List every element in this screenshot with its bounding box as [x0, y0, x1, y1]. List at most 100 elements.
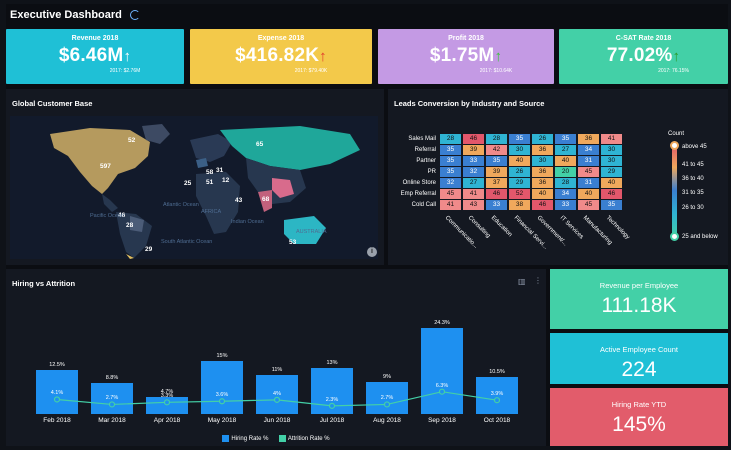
map-value-label[interactable]: 65 [256, 141, 264, 148]
map-value-label[interactable]: 31 [216, 167, 224, 174]
attrition-point[interactable] [328, 402, 336, 409]
attrition-point[interactable] [53, 396, 61, 403]
heatmap-cell[interactable]: 41 [440, 200, 461, 210]
hiring-bar[interactable] [201, 360, 243, 414]
map-value-label[interactable]: 43 [235, 197, 243, 204]
heatmap-cell[interactable]: 35 [555, 134, 576, 144]
hiring-bar[interactable] [366, 382, 408, 414]
heatmap-cell[interactable]: 27 [463, 178, 484, 188]
heatmap-cell[interactable]: 28 [486, 134, 507, 144]
legend-handle-top[interactable] [670, 141, 679, 150]
world-map[interactable]: 52 597 65 58 31 51 25 12 68 43 46 28 53 29 Pacific Oce… [10, 116, 378, 259]
attrition-point[interactable] [108, 401, 116, 408]
map-value-label[interactable]: 68 [262, 196, 270, 203]
heatmap-cell[interactable]: 38 [509, 200, 530, 210]
heatmap-cell[interactable]: 46 [486, 189, 507, 199]
heatmap-cell[interactable]: 20 [555, 167, 576, 177]
heatmap-cell[interactable]: 36 [532, 145, 553, 155]
kpi-card-0[interactable]: Revenue 2018 $6.46M↑ 2017: $2.76M [6, 29, 184, 84]
heatmap-cell[interactable]: 43 [463, 200, 484, 210]
heatmap-cell[interactable]: 35 [601, 200, 622, 210]
attrition-point[interactable] [218, 398, 226, 405]
refresh-icon[interactable] [129, 10, 140, 20]
heatmap-cell[interactable]: 40 [532, 189, 553, 199]
chart-type-icon[interactable]: ▥ [518, 277, 526, 286]
attrition-point[interactable] [493, 397, 501, 404]
heatmap-cell[interactable]: 35 [509, 134, 530, 144]
heatmap-cell[interactable]: 45 [578, 167, 599, 177]
heatmap-cell[interactable]: 36 [532, 178, 553, 188]
kpi-card-1[interactable]: Expense 2018 $416.82K↑ 2017: $79.40K [190, 29, 372, 84]
legend-hiring[interactable]: Hiring Rate % [222, 435, 268, 442]
right-kpi-card-1[interactable]: Active Employee Count 224 [550, 333, 728, 384]
heatmap-cell[interactable]: 30 [509, 145, 530, 155]
map-value-label[interactable]: 58 [206, 169, 214, 176]
heatmap-cell[interactable]: 26 [532, 134, 553, 144]
map-value-label[interactable]: 28 [126, 222, 134, 229]
heatmap-cell[interactable]: 46 [532, 200, 553, 210]
heatmap-cell[interactable]: 28 [440, 134, 461, 144]
heatmap-cell[interactable]: 35 [440, 167, 461, 177]
heatmap-cell[interactable]: 36 [578, 134, 599, 144]
heatmap-cell[interactable]: 30 [601, 145, 622, 155]
heatmap-cell[interactable]: 35 [440, 145, 461, 155]
hiring-bar[interactable] [476, 376, 518, 414]
heatmap-cell[interactable]: 36 [532, 167, 553, 177]
kpi-card-2[interactable]: Profit 2018 $1.75M↑ 2017: $10.64K [378, 29, 554, 84]
heatmap-cell[interactable]: 32 [440, 178, 461, 188]
attrition-point[interactable] [438, 388, 446, 395]
more-options-icon[interactable]: ⋮ [534, 276, 542, 285]
heatmap-cell[interactable]: 31 [578, 178, 599, 188]
hiring-bar[interactable] [36, 369, 78, 414]
heatmap-cell[interactable]: 35 [486, 156, 507, 166]
heatmap-cell[interactable]: 46 [463, 134, 484, 144]
map-value-label[interactable]: 53 [289, 239, 297, 246]
heatmap-cell[interactable]: 35 [440, 156, 461, 166]
attrition-point[interactable] [163, 399, 171, 406]
heatmap-cell[interactable]: 40 [555, 156, 576, 166]
heatmap-cell[interactable]: 46 [601, 189, 622, 199]
heatmap-cell[interactable]: 29 [509, 178, 530, 188]
right-kpi-card-2[interactable]: Hiring Rate YTD 145% [550, 388, 728, 446]
heatmap-cell[interactable]: 34 [555, 189, 576, 199]
attrition-point[interactable] [383, 401, 391, 408]
map-value-label[interactable]: 51 [206, 179, 214, 186]
heatmap-cell[interactable]: 26 [509, 167, 530, 177]
map-value-label[interactable]: 597 [100, 163, 111, 170]
map-value-label[interactable]: 52 [128, 137, 136, 144]
heatmap-cell[interactable]: 27 [555, 145, 576, 155]
map-value-label[interactable]: 46 [118, 212, 126, 219]
heatmap-cell[interactable]: 39 [486, 167, 507, 177]
right-kpi-card-0[interactable]: Revenue per Employee 111.18K [550, 269, 728, 329]
heatmap-cell[interactable]: 33 [463, 156, 484, 166]
heatmap-cell[interactable]: 45 [440, 189, 461, 199]
legend-attrition[interactable]: Attrition Rate % [278, 435, 330, 442]
heatmap-cell[interactable]: 40 [578, 189, 599, 199]
legend-handle-bottom[interactable] [670, 232, 679, 241]
heatmap-cell[interactable]: 45 [578, 200, 599, 210]
kpi-card-3[interactable]: C-SAT Rate 2018 77.02%↑ 2017: 76.15% [559, 29, 728, 84]
heatmap-cell[interactable]: 30 [532, 156, 553, 166]
heatmap-cell[interactable]: 33 [486, 200, 507, 210]
heatmap-cell[interactable]: 30 [601, 156, 622, 166]
heatmap-cell[interactable]: 52 [509, 189, 530, 199]
map-value-label[interactable]: 25 [184, 180, 192, 187]
heatmap-cell[interactable]: 37 [486, 178, 507, 188]
heatmap-cell[interactable]: 40 [509, 156, 530, 166]
map-value-label[interactable]: 29 [145, 246, 153, 253]
heatmap-cell[interactable]: 34 [578, 145, 599, 155]
heatmap-cell[interactable]: 39 [463, 145, 484, 155]
heatmap-cell[interactable]: 40 [601, 178, 622, 188]
heatmap-cell[interactable]: 33 [555, 200, 576, 210]
heatmap-cell[interactable]: 28 [555, 178, 576, 188]
hiring-bar[interactable] [256, 375, 298, 414]
map-value-label[interactable]: 12 [222, 177, 230, 184]
heatmap-cell[interactable]: 29 [601, 167, 622, 177]
heatmap-cell[interactable]: 32 [463, 167, 484, 177]
hiring-bar[interactable] [421, 328, 463, 414]
hiring-bar[interactable] [91, 382, 133, 414]
heatmap-cell[interactable]: 41 [601, 134, 622, 144]
heatmap-cell[interactable]: 42 [486, 145, 507, 155]
hiring-bar[interactable] [146, 397, 188, 414]
info-icon[interactable]: i [367, 247, 377, 257]
